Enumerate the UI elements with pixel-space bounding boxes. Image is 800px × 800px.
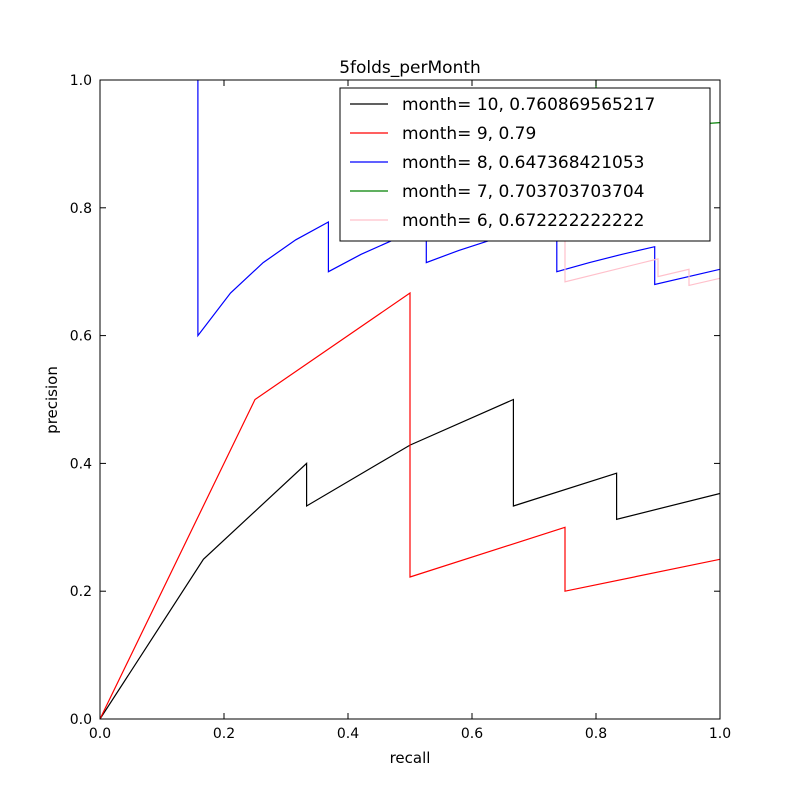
legend: month= 10, 0.760869565217 month= 9, 0.79 m…: [339, 87, 711, 242]
x-axis-label: recall: [390, 749, 431, 767]
x-tick-label: 0.2: [213, 726, 235, 742]
legend-label-2: month= 8, 0.647368421053: [402, 153, 644, 173]
y-tick-label: 1.0: [70, 73, 92, 89]
series-line-4: [564, 220, 720, 287]
legend-label-1: month= 9, 0.79: [402, 124, 536, 144]
x-tick-label: 0.8: [585, 726, 607, 742]
y-tick-label: 0.6: [70, 329, 92, 345]
x-tick-label: 1.0: [709, 726, 731, 742]
y-tick-label: 0.2: [70, 584, 92, 600]
series-line-0: [100, 398, 720, 719]
series-line-2: [197, 80, 720, 338]
x-tick-label: 0.6: [461, 726, 483, 742]
x-tick-label: 0.0: [89, 726, 111, 742]
legend-label-4: month= 6, 0.672222222222: [402, 211, 644, 231]
plot-frame: [99, 79, 721, 720]
y-tick-label: 0.0: [70, 712, 92, 728]
chart-title: 5folds_perMonth: [339, 58, 481, 78]
legend-label-3: month= 7, 0.703703703704: [402, 182, 644, 202]
legend-box: [339, 87, 711, 242]
x-tick-label: 0.4: [337, 726, 359, 742]
legend-label-0: month= 10, 0.760869565217: [402, 95, 655, 115]
y-tick-label: 0.8: [70, 201, 92, 217]
axis-ticks: 0.0 0.2 0.4 0.6 0.8 1.0 0.0 0.2 0.4 0.6 0.8 1.0: [70, 73, 731, 742]
y-tick-label: 0.4: [70, 456, 92, 472]
y-axis-label: precision: [43, 366, 61, 434]
series-line-1: [100, 291, 720, 719]
